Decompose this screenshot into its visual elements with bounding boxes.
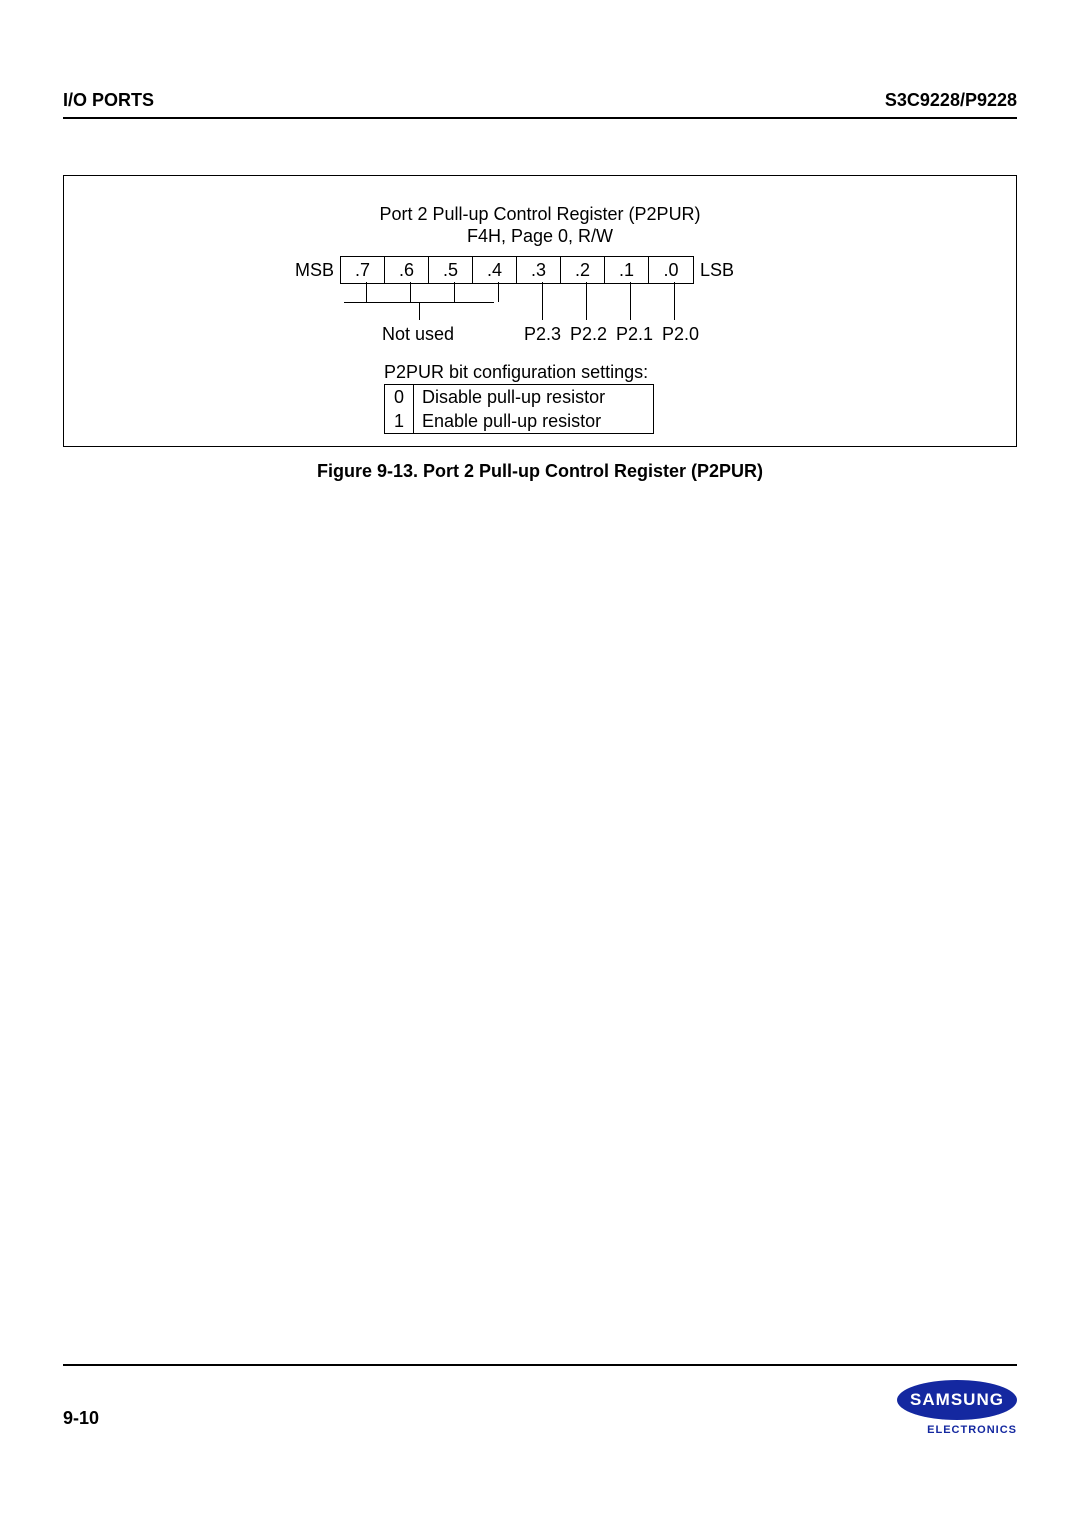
connector-line bbox=[586, 282, 587, 320]
logo-subtext: ELECTRONICS bbox=[897, 1424, 1017, 1436]
config-desc-1: Enable pull-up resistor bbox=[414, 409, 653, 433]
config-col-desc: Disable pull-up resistor Enable pull-up … bbox=[414, 384, 654, 434]
header-right: S3C9228/P9228 bbox=[885, 90, 1017, 111]
config-val-1: 1 bbox=[385, 409, 413, 433]
bit-2: .2 bbox=[561, 257, 605, 283]
pin-label: P2.2 bbox=[570, 324, 607, 345]
bit-3: .3 bbox=[517, 257, 561, 283]
connector-line bbox=[542, 282, 543, 320]
register-subtitle: F4H, Page 0, R/W bbox=[64, 226, 1016, 247]
lsb-label: LSB bbox=[694, 260, 740, 281]
connector-line bbox=[410, 282, 411, 302]
connector-line bbox=[674, 282, 675, 320]
bit-4: .4 bbox=[473, 257, 517, 283]
not-used-label: Not used bbox=[382, 324, 454, 345]
connector-line bbox=[498, 282, 499, 302]
bit-7: .7 bbox=[341, 257, 385, 283]
footer-rule bbox=[63, 1364, 1017, 1366]
header-left: I/O PORTS bbox=[63, 90, 154, 111]
figure-box: Port 2 Pull-up Control Register (P2PUR) … bbox=[63, 175, 1017, 447]
msb-label: MSB bbox=[289, 260, 340, 281]
bit-row: MSB .7 .6 .5 .4 .3 .2 .1 .0 LSB bbox=[289, 256, 740, 284]
config-desc-0: Disable pull-up resistor bbox=[414, 385, 653, 409]
page-number: 9-10 bbox=[63, 1408, 99, 1429]
bit-5: .5 bbox=[429, 257, 473, 283]
bit-1: .1 bbox=[605, 257, 649, 283]
page-header: I/O PORTS S3C9228/P9228 bbox=[63, 90, 1017, 119]
bit-0: .0 bbox=[649, 257, 693, 283]
config-title: P2PUR bit configuration settings: bbox=[384, 362, 648, 383]
pin-label: P2.0 bbox=[662, 324, 699, 345]
samsung-logo: SAMSUNG bbox=[897, 1380, 1017, 1420]
bit-6: .6 bbox=[385, 257, 429, 283]
figure-caption: Figure 9-13. Port 2 Pull-up Control Regi… bbox=[63, 461, 1017, 482]
brand-logo: SAMSUNG ELECTRONICS bbox=[897, 1380, 1017, 1436]
connector-line bbox=[454, 282, 455, 302]
pin-label: P2.3 bbox=[524, 324, 561, 345]
connector-line bbox=[630, 282, 631, 320]
pin-label: P2.1 bbox=[616, 324, 653, 345]
config-val-0: 0 bbox=[385, 385, 413, 409]
config-col-values: 0 1 bbox=[384, 384, 414, 434]
bit-cells: .7 .6 .5 .4 .3 .2 .1 .0 bbox=[340, 256, 694, 284]
connector-line bbox=[419, 302, 420, 320]
connector-line bbox=[366, 282, 367, 302]
config-table: 0 1 Disable pull-up resistor Enable pull… bbox=[384, 384, 654, 434]
register-title: Port 2 Pull-up Control Register (P2PUR) bbox=[64, 204, 1016, 225]
